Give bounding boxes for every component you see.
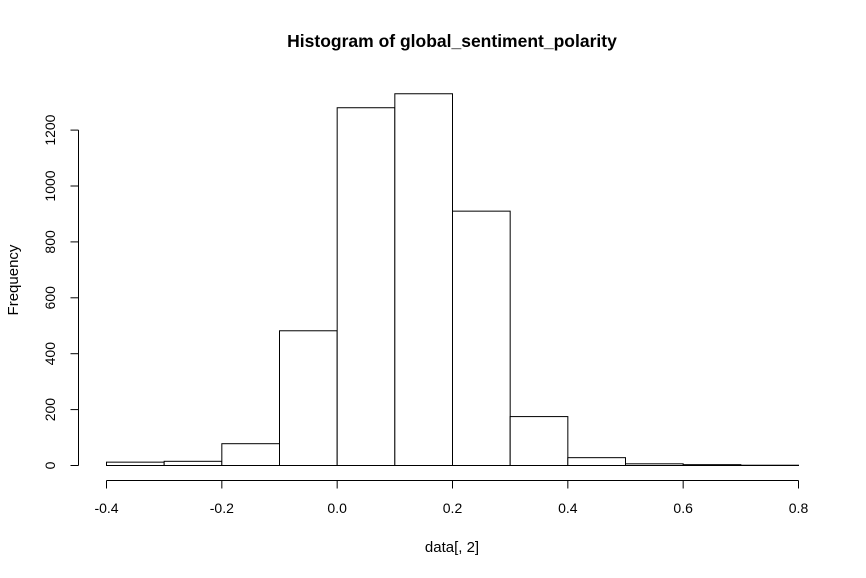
- y-tick-label: 1200: [42, 114, 58, 145]
- y-tick-label: 200: [42, 398, 58, 422]
- x-tick-label: 0.2: [443, 500, 463, 516]
- y-tick-label: 600: [42, 286, 58, 310]
- y-axis: 0 200 400 600 800 1000 1200: [42, 114, 79, 469]
- histogram-bar: [279, 330, 338, 466]
- histogram-bar: [625, 463, 684, 467]
- y-axis-label: Frequency: [5, 244, 22, 315]
- histogram-bar: [106, 461, 165, 466]
- x-tick-label: 0.8: [789, 500, 809, 516]
- x-axis: -0.4 -0.2 0.0 0.2 0.4 0.6 0.8: [94, 480, 809, 516]
- chart-title: Histogram of global_sentiment_polarity: [287, 31, 617, 51]
- y-tick-label: 0: [42, 461, 58, 469]
- bars-group: [106, 93, 800, 467]
- histogram-bar: [567, 457, 627, 467]
- x-tick-label: 0.0: [327, 500, 347, 516]
- histogram-bar: [509, 416, 569, 466]
- x-tick-label: 0.4: [558, 500, 578, 516]
- histogram-bar: [221, 443, 280, 467]
- histogram-bar: [163, 460, 223, 466]
- histogram-bar: [452, 210, 511, 466]
- x-tick-label: -0.2: [210, 500, 234, 516]
- histogram-bar: [394, 93, 453, 466]
- y-tick-label: 800: [42, 230, 58, 254]
- x-tick-label: -0.4: [94, 500, 118, 516]
- histogram-bar: [336, 107, 396, 467]
- histogram-bar: [682, 464, 742, 467]
- x-axis-label: data[, 2]: [425, 539, 479, 556]
- y-tick-label: 1000: [42, 170, 58, 201]
- y-tick-label: 400: [42, 342, 58, 366]
- x-tick-label: 0.6: [673, 500, 693, 516]
